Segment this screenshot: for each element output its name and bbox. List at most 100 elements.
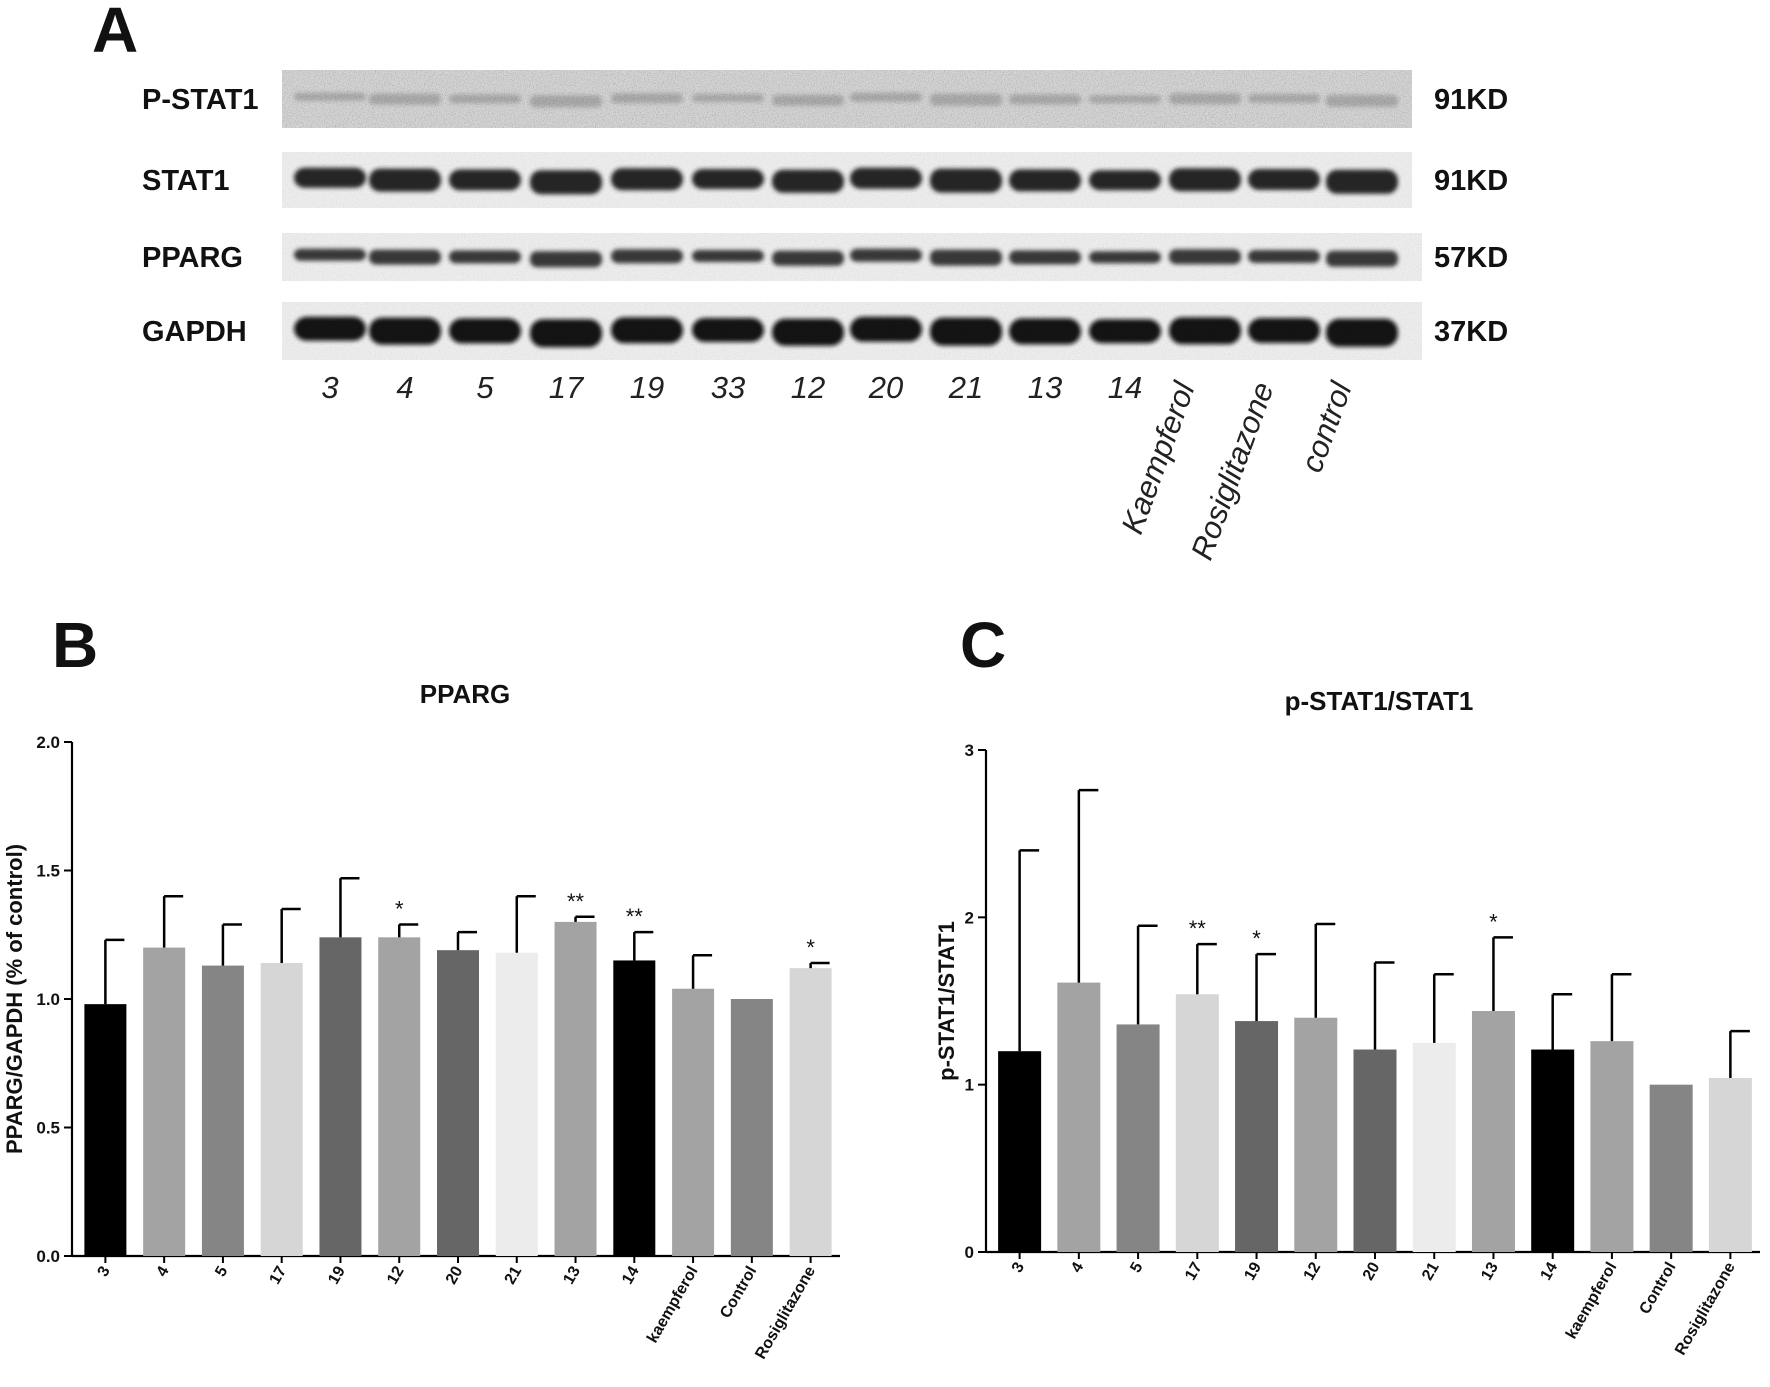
blot-row-name: PPARG (142, 242, 243, 274)
blot-row-name: GAPDH (142, 316, 247, 348)
category-label: 12 (1301, 1259, 1325, 1283)
y-axis-title: PPARG/GAPDH (% of control) (2, 844, 27, 1154)
category-label: 5 (1127, 1259, 1146, 1275)
category-label: 20 (443, 1263, 467, 1287)
bar (1235, 1021, 1279, 1252)
significance-marker: ** (626, 904, 644, 929)
blot-strip-gapdh (282, 302, 1422, 360)
bar (201, 965, 244, 1256)
bar (378, 937, 421, 1256)
bar (1471, 1011, 1515, 1252)
lane-label: 20 (868, 370, 903, 405)
category-label: 13 (1478, 1259, 1502, 1283)
bar (554, 921, 597, 1256)
lane-label: 12 (791, 370, 825, 405)
significance-marker: ** (567, 889, 585, 914)
bar (613, 960, 656, 1256)
category-label: 20 (1360, 1259, 1384, 1283)
bar (1531, 1049, 1575, 1252)
category-label: kaempferol (1563, 1260, 1620, 1342)
category-label: Control (1636, 1260, 1679, 1318)
lane-label: 17 (549, 370, 585, 405)
lane-label: 21 (948, 370, 983, 405)
lane-label-rotated: control (1294, 376, 1359, 476)
category-label: kaempferol (644, 1264, 701, 1346)
y-tick-label: 1 (965, 1076, 974, 1095)
blot-strip-pparg (282, 233, 1422, 281)
bar (1353, 1049, 1397, 1252)
y-tick-label: 3 (965, 741, 974, 760)
bar (672, 988, 715, 1256)
bar (437, 950, 479, 1256)
significance-marker: * (806, 935, 815, 960)
y-tick-label: 0.5 (36, 1119, 60, 1138)
y-tick-label: 2 (965, 908, 974, 927)
blot-strip-stat1 (282, 152, 1412, 208)
chart-title: p-STAT1/STAT1 (1285, 686, 1474, 716)
lane-label-rotated: Rosiglitazone (1184, 377, 1281, 564)
blot-strip-p-stat1 (282, 70, 1412, 128)
panel-letter-c: C (960, 609, 1006, 681)
blot-row-name: P-STAT1 (142, 84, 259, 116)
blot-row-labels: P-STAT1 91KD STAT1 91KD PPARG 57KD GAPDH 37KD (142, 84, 1508, 348)
lane-label: 4 (396, 370, 413, 405)
bar (1175, 994, 1219, 1252)
significance-marker: * (395, 896, 404, 921)
category-label: 17 (267, 1263, 291, 1287)
blot-grain (282, 233, 1422, 281)
bar (1708, 1077, 1752, 1252)
y-axis-title: p-STAT1/STAT1 (934, 921, 959, 1081)
blot-row-name: STAT1 (142, 165, 230, 197)
bar (789, 968, 832, 1256)
blot-row-kd: 57KD (1434, 242, 1508, 274)
blot-row-kd: 91KD (1434, 165, 1508, 197)
bar (1590, 1041, 1634, 1252)
lane-label: 13 (1028, 370, 1062, 405)
y-tick-label: 0 (965, 1243, 974, 1262)
category-label: Rosiglitazone (1672, 1259, 1739, 1358)
category-label: 21 (1419, 1259, 1443, 1283)
bar (143, 947, 186, 1256)
bar (319, 937, 362, 1256)
lane-label: 19 (630, 370, 664, 405)
category-label: Control (717, 1264, 760, 1322)
category-label: 21 (502, 1263, 526, 1287)
chart-pparg: PPARG PPARG/GAPDH (% of control) 0.0 0.5 1.0… (2, 679, 840, 1362)
category-label: 19 (1241, 1259, 1265, 1283)
category-label: 3 (1009, 1259, 1028, 1275)
panel-b: B PPARG PPARG/GAPDH (% of control) 0.0 0.5 1… (2, 609, 840, 1362)
chart-title: PPARG (420, 679, 511, 709)
bar (1116, 1024, 1160, 1252)
blot-grain (282, 70, 1412, 128)
category-label: 4 (1068, 1259, 1087, 1275)
bar (1649, 1084, 1693, 1252)
category-label: 12 (384, 1263, 408, 1287)
y-tick-label: 1.5 (36, 862, 60, 881)
y-tick-label: 0.0 (36, 1247, 60, 1266)
panel-letter-b: B (52, 609, 98, 681)
panel-a: A P-STAT1 91KD STAT1 91KD PPARG 57KD GAPDH 37KD… (92, 0, 1508, 564)
blot-row-kd: 91KD (1434, 84, 1508, 116)
blot-grain (282, 152, 1412, 208)
bar (998, 1051, 1042, 1252)
lane-label: 33 (711, 370, 745, 405)
bar (260, 963, 303, 1256)
bar (1057, 982, 1101, 1252)
bar (730, 999, 773, 1256)
category-label: 3 (95, 1263, 114, 1279)
blot-grain (282, 302, 1422, 360)
category-label: 14 (619, 1263, 643, 1287)
blot-strips (282, 70, 1422, 360)
bar (1294, 1017, 1338, 1252)
y-tick-label: 1.0 (36, 990, 60, 1009)
significance-marker: * (1489, 909, 1498, 934)
significance-marker: ** (1189, 916, 1207, 941)
lane-label: 3 (321, 370, 338, 405)
panel-letter-a: A (92, 0, 138, 66)
bar (84, 1004, 127, 1256)
bar (495, 952, 538, 1256)
blot-row-kd: 37KD (1434, 316, 1508, 348)
blot-lane-labels: 3 4 5 17 19 33 12 20 21 13 14KaempferolRosiglitazo… (321, 370, 1359, 564)
